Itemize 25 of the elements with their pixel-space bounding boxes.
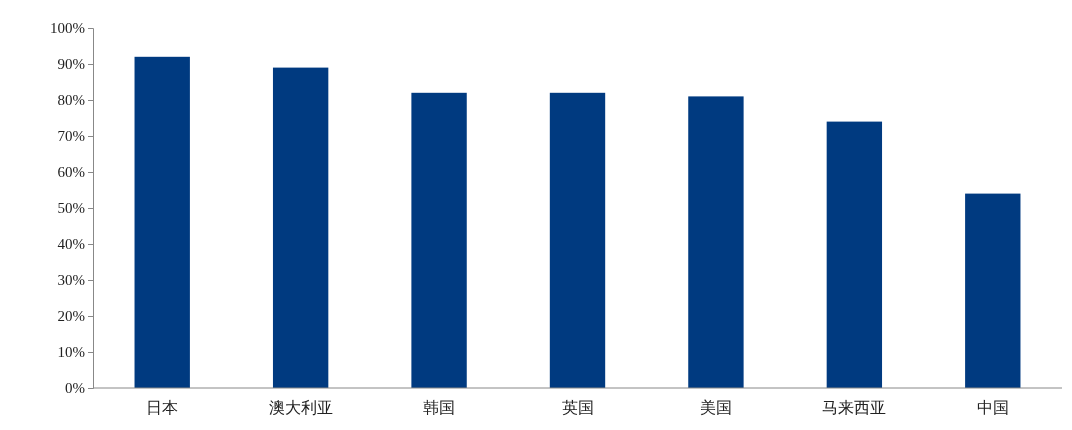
bar	[411, 92, 467, 388]
x-tick-label: 中国	[976, 399, 1009, 417]
bar	[688, 96, 744, 388]
y-tick-label: 60%	[57, 164, 85, 181]
y-tick-label: 90%	[57, 56, 85, 73]
x-tick-label: 美国	[699, 399, 732, 417]
x-tick-label: 马来西亚	[822, 399, 887, 417]
bar	[134, 56, 190, 388]
y-tick-label: 10%	[57, 344, 85, 361]
y-tick-label: 0%	[65, 380, 85, 397]
x-tick-label: 英国	[561, 399, 594, 417]
x-tick-label: 日本	[146, 399, 179, 417]
y-tick-label: 70%	[57, 128, 85, 145]
y-tick-label: 20%	[57, 308, 85, 325]
y-tick-label: 50%	[57, 200, 85, 217]
x-tick-label: 韩国	[423, 399, 456, 417]
y-tick-label: 30%	[57, 272, 85, 289]
bar	[826, 121, 883, 388]
y-tick-label: 100%	[50, 20, 85, 37]
x-tick-label: 澳大利亚	[268, 399, 333, 417]
y-tick-label: 80%	[57, 92, 85, 109]
bar	[272, 67, 329, 388]
y-tick-label: 40%	[57, 236, 85, 253]
bar	[549, 92, 606, 388]
bar	[965, 193, 1021, 388]
